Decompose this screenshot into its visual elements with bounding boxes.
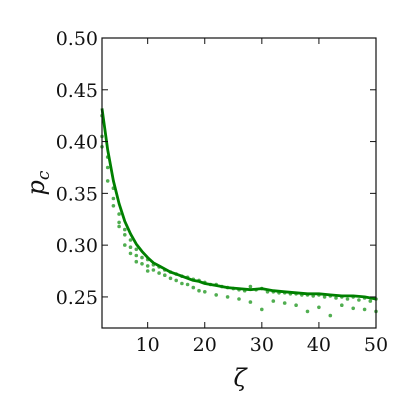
scatter-point	[134, 259, 139, 264]
y-tick-label: 0.25	[56, 287, 98, 309]
scatter-point	[282, 301, 287, 305]
scatter-point	[140, 262, 144, 266]
x-tick-label: 30	[250, 334, 274, 356]
scatter-point	[357, 298, 361, 302]
x-tick-label: 50	[364, 334, 388, 356]
scatter-point	[248, 284, 253, 289]
scatter-point	[174, 278, 178, 283]
scatter-points	[100, 113, 378, 318]
scatter-point	[294, 303, 298, 308]
scatter-point	[123, 233, 127, 237]
scatter-point	[345, 297, 350, 301]
scatter-point	[134, 253, 139, 258]
plot-frame	[101, 37, 377, 329]
scatter-point	[145, 264, 150, 268]
scatter-point	[123, 243, 127, 247]
scatter-point	[248, 300, 253, 304]
scatter-point	[163, 273, 167, 278]
scatter-point	[145, 269, 150, 273]
scatter-point	[305, 309, 310, 314]
scatter-point	[260, 307, 264, 312]
scatter-point	[134, 247, 139, 252]
y-tick-label: 0.30	[56, 235, 98, 257]
y-tick-label: 0.35	[56, 183, 98, 205]
scatter-point	[351, 306, 356, 311]
scatter-point	[340, 303, 344, 308]
series-line	[100, 108, 377, 301]
scatter-point	[334, 296, 338, 300]
scatter-point	[191, 285, 196, 290]
scatter-point	[328, 313, 333, 318]
y-axis-label-sub: c	[34, 170, 54, 180]
scatter-point	[157, 271, 161, 275]
x-tick-label: 10	[136, 334, 160, 356]
y-axis-label-main: p	[22, 180, 50, 195]
scatter-point	[117, 220, 121, 225]
scatter-point	[225, 295, 230, 299]
scatter-point	[128, 245, 133, 249]
scatter-point	[214, 293, 218, 297]
scatter-point	[180, 281, 184, 286]
scatter-point	[271, 299, 276, 303]
scatter-point	[140, 255, 144, 260]
scatter-point	[197, 288, 201, 293]
scatter-point	[111, 196, 116, 201]
scatter-point	[123, 227, 127, 232]
y-tick-label: 0.40	[56, 132, 98, 154]
scatter-point	[128, 238, 133, 242]
y-axis-label: pc	[22, 170, 54, 195]
scatter-point	[105, 165, 110, 170]
scatter-point	[117, 212, 121, 216]
scatter-point	[237, 297, 241, 301]
scatter-point	[151, 268, 156, 272]
scatter-point	[111, 204, 116, 208]
scatter-point	[128, 251, 133, 256]
y-tick-label: 0.50	[56, 28, 98, 50]
scatter-point	[317, 305, 321, 310]
scatter-point	[185, 282, 190, 287]
scatter-point	[368, 299, 373, 303]
x-tick-label: 40	[307, 334, 331, 356]
scatter-point	[203, 290, 207, 294]
ticks: 10 20 30 40 50 0.25 0.30 0.35 0.40 0.45 0.50	[56, 28, 388, 356]
scatter-point	[117, 224, 121, 229]
scatter-point	[362, 307, 367, 312]
scatter-point	[105, 179, 110, 183]
x-axis-label: ζ	[233, 364, 248, 392]
scatter-point	[322, 295, 327, 299]
scatter-point	[168, 276, 173, 281]
y-tick-label: 0.45	[56, 80, 98, 102]
x-tick-label: 20	[193, 334, 217, 356]
